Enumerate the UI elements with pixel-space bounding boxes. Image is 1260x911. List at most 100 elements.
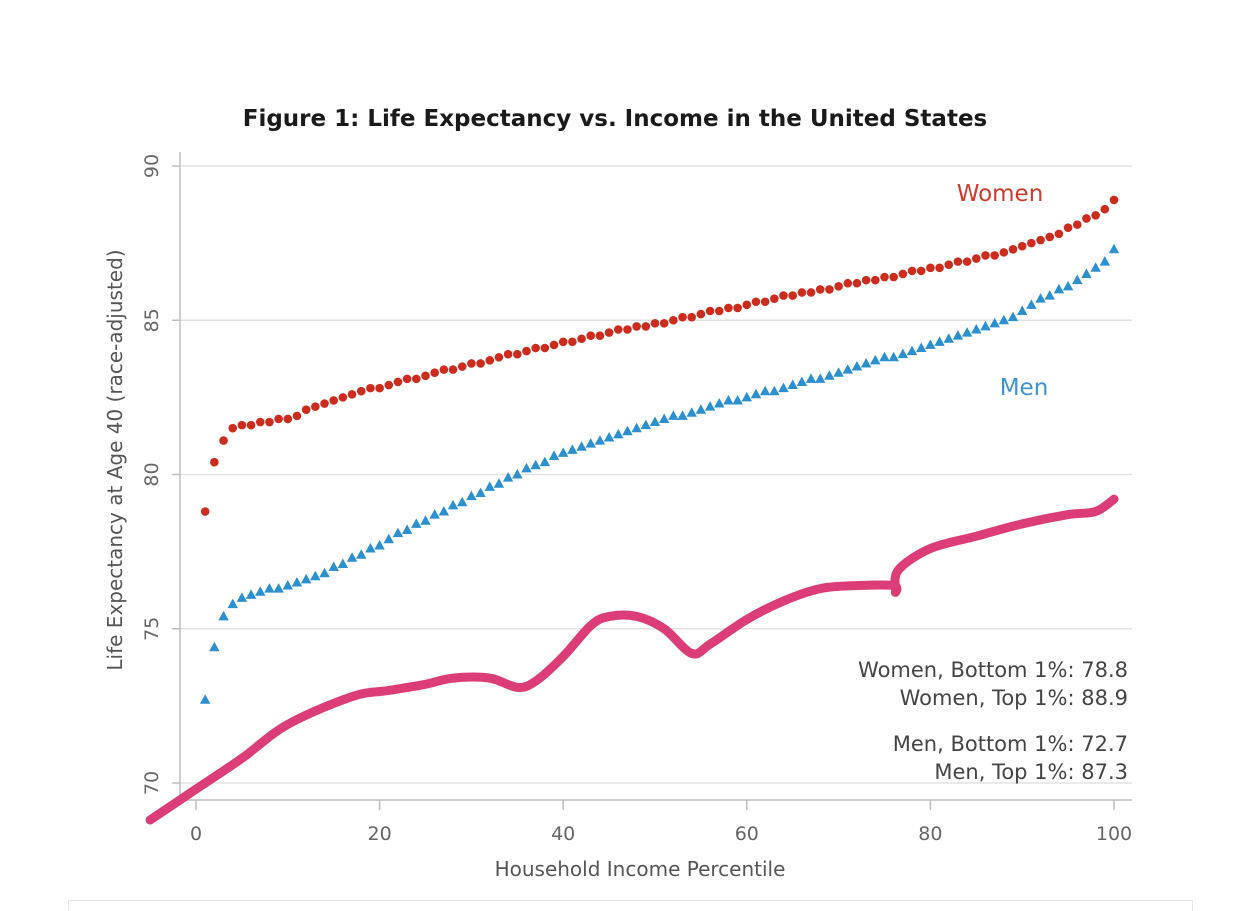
men-point [934,336,945,346]
men-point [337,558,349,568]
women-point [981,251,990,260]
men-point [658,413,670,423]
men-point [383,533,394,544]
men-point [906,345,918,356]
women-point [1109,195,1119,205]
women-point [494,352,504,362]
men-point [860,357,872,368]
men-point [429,509,440,519]
women-point [650,319,660,328]
women-point [329,396,339,405]
men-point [273,583,284,593]
women-point [613,325,623,334]
women-point [356,386,366,396]
annotation-men-bottom: Men, Bottom 1%: 72.7 [893,732,1128,756]
men-point [438,506,450,516]
women-point [770,294,779,303]
x-tick-label-100: 100 [1096,823,1132,845]
men-point [732,394,743,405]
men-point [704,401,716,411]
men-point [769,385,780,396]
women-point [393,377,403,387]
men-series [199,243,1120,704]
annotation-men-top: Men, Top 1%: 87.3 [934,760,1128,784]
women-point [265,417,274,427]
women-point [861,275,871,285]
women-point [733,303,742,313]
men-point [447,499,459,510]
women-point [623,325,632,334]
men-point [209,641,220,652]
women-series [200,195,1119,516]
women-point [779,291,788,300]
women-point [577,334,586,344]
men-point [925,339,936,349]
men-point [952,330,964,340]
men-point [411,518,422,528]
men-point [778,382,789,393]
women-point [852,278,862,288]
women-point [522,346,531,356]
women-point [375,383,384,393]
y-tick-label-90: 90 [141,154,163,178]
men-point [420,515,431,525]
men-point [365,543,376,553]
men-point [1007,311,1019,322]
men-point [824,370,835,380]
x-tick-label-40: 40 [551,823,575,845]
men-point [521,462,532,473]
x-tick-label-0: 0 [190,823,202,845]
x-axis-ticks: 0 20 40 60 80 100 [190,800,1132,845]
women-point [1045,232,1055,242]
x-tick-label-60: 60 [735,823,759,845]
men-point [723,394,734,405]
women-point [366,383,375,393]
women-point [604,328,614,337]
annotation-women-top: Women, Top 1%: 88.9 [900,686,1128,710]
women-point [999,248,1009,257]
y-axis-label: Life Expectancy at Age 40 (race-adjusted… [103,249,127,670]
women-point [347,389,357,399]
women-point [1008,244,1018,254]
women-point [595,331,605,340]
women-point [219,436,228,445]
women-point [255,417,265,427]
women-point [1091,211,1100,220]
men-point [199,694,211,704]
women-point [926,263,935,273]
men-point [796,376,808,386]
men-point [594,435,606,445]
men-point [539,456,551,467]
women-point [815,285,825,294]
men-point [291,576,303,587]
women-point [228,423,238,433]
men-point [879,351,890,362]
men-point [493,478,505,488]
men-series-label: Men [1000,375,1049,401]
women-point [659,319,669,328]
men-point [356,549,367,559]
men-point [567,444,578,454]
men-point [961,327,973,337]
men-point [714,398,725,408]
men-point [787,379,798,390]
men-point [1044,290,1055,300]
men-point [897,348,909,359]
men-point [1081,268,1092,278]
men-point [1053,283,1065,294]
women-point [421,371,430,381]
men-point [392,527,404,538]
women-point [283,414,293,424]
y-axis-ticks: 70 75 80 85 90 [141,154,180,795]
men-point [264,583,275,593]
men-point [282,580,293,590]
women-point [311,402,320,411]
men-point [502,472,514,482]
x-tick-label-20: 20 [368,823,392,845]
women-point [1054,229,1064,239]
women-point [384,380,394,390]
women-point [669,315,678,325]
men-point [640,419,652,430]
men-point [319,567,330,578]
women-point [320,399,329,408]
